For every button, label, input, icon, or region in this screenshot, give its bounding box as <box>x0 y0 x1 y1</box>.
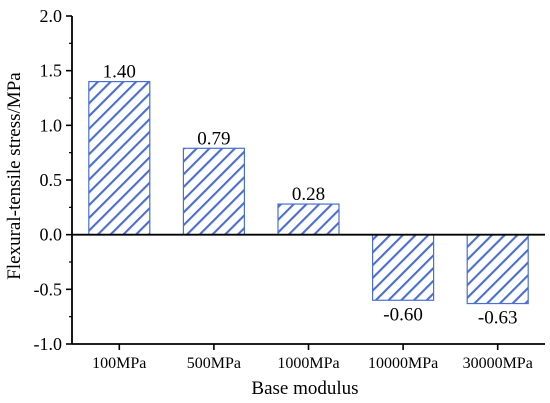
bar-100mpa <box>88 80 151 236</box>
data-label: 0.28 <box>292 184 325 205</box>
y-tick-label: 0.0 <box>40 225 63 245</box>
y-tick-label: 2.0 <box>40 6 63 26</box>
bar-10000mpa <box>372 234 435 301</box>
data-label: 1.40 <box>103 62 136 83</box>
x-axis-title: Base modulus <box>251 378 358 399</box>
x-tick-label: 30000MPa <box>463 355 533 372</box>
data-label: 0.79 <box>197 128 230 149</box>
data-label: -0.63 <box>478 308 518 329</box>
x-tick-label: 10000MPa <box>368 355 438 372</box>
y-tick-label: -0.5 <box>34 279 63 299</box>
y-tick-label: 1.0 <box>40 115 63 135</box>
y-tick-label: -1.0 <box>34 334 63 354</box>
bars-layer <box>88 80 529 305</box>
bar-500mpa <box>182 147 245 236</box>
x-tick-label: 500MPa <box>187 355 241 372</box>
y-axis-title: Flexural-tensile stress/MPa <box>4 72 25 280</box>
bar-1000mpa <box>277 203 340 236</box>
data-label: -0.60 <box>383 304 423 325</box>
axes-layer <box>66 15 545 350</box>
labels-layer: -1.0 -0.5 0.0 0.5 1.0 1.5 2.0 100MPa 1.40 500MPa 0… <box>34 6 533 372</box>
x-tick-label: 100MPa <box>92 355 146 372</box>
y-tick-label: 0.5 <box>40 170 63 190</box>
y-tick-label: 1.5 <box>40 61 63 81</box>
x-tick-label: 1000MPa <box>277 355 339 372</box>
bar-30000mpa <box>466 234 529 305</box>
